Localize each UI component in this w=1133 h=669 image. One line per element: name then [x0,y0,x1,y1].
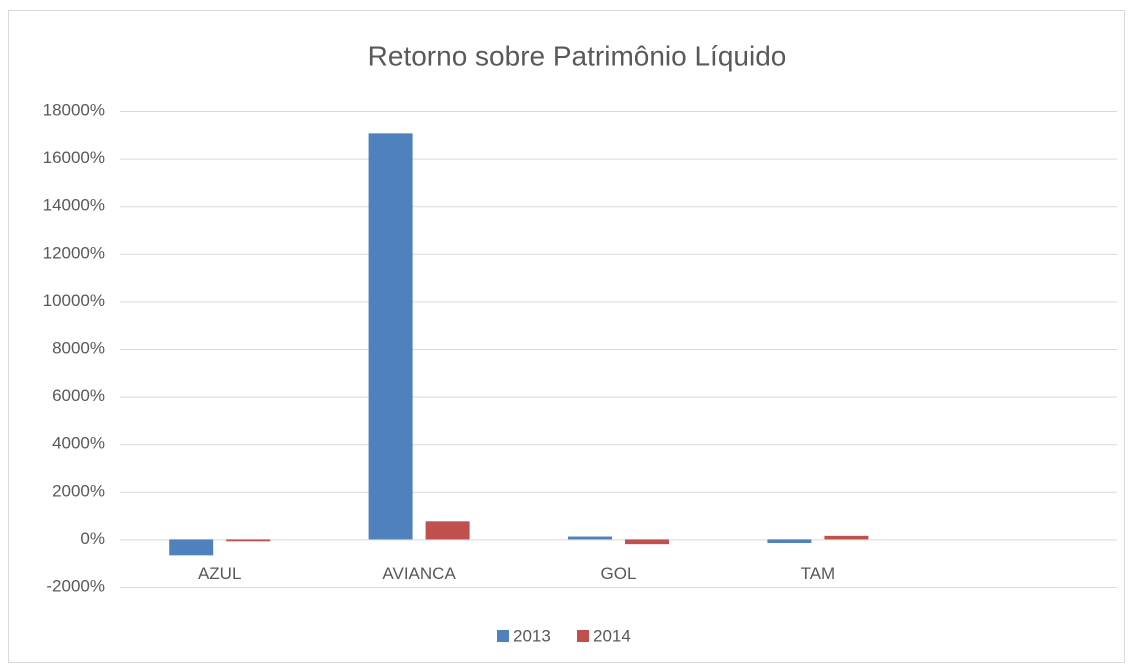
bar [824,535,869,540]
legend-swatch [497,630,509,642]
x-tick-label: TAM [801,564,836,583]
bar [226,539,271,542]
bar [368,133,413,540]
bar [767,539,812,543]
y-tick-label: 4000% [52,434,105,453]
bar [425,521,470,540]
y-tick-label: 8000% [52,338,105,357]
legend-label: 2013 [513,626,551,645]
legend-swatch [577,630,589,642]
y-tick-label: 2000% [52,481,105,500]
x-tick-label: GOL [601,564,637,583]
bar [568,536,612,540]
chart-border [8,10,1125,663]
y-tick-label: 6000% [52,386,105,405]
y-tick-label: 18000% [43,100,105,119]
y-tick-label: 14000% [43,196,105,215]
y-tick-label: -2000% [46,576,105,595]
legend-label: 2014 [593,626,631,645]
x-tick-label: AVIANCA [382,564,456,583]
y-tick-label: 12000% [43,243,105,262]
bar [169,539,214,556]
y-tick-label: 0% [80,529,105,548]
bar [625,539,669,545]
y-tick-label: 10000% [43,291,105,310]
chart-title: Retorno sobre Patrimônio Líquido [368,40,787,71]
y-tick-label: 16000% [43,148,105,167]
x-tick-label: AZUL [198,564,241,583]
